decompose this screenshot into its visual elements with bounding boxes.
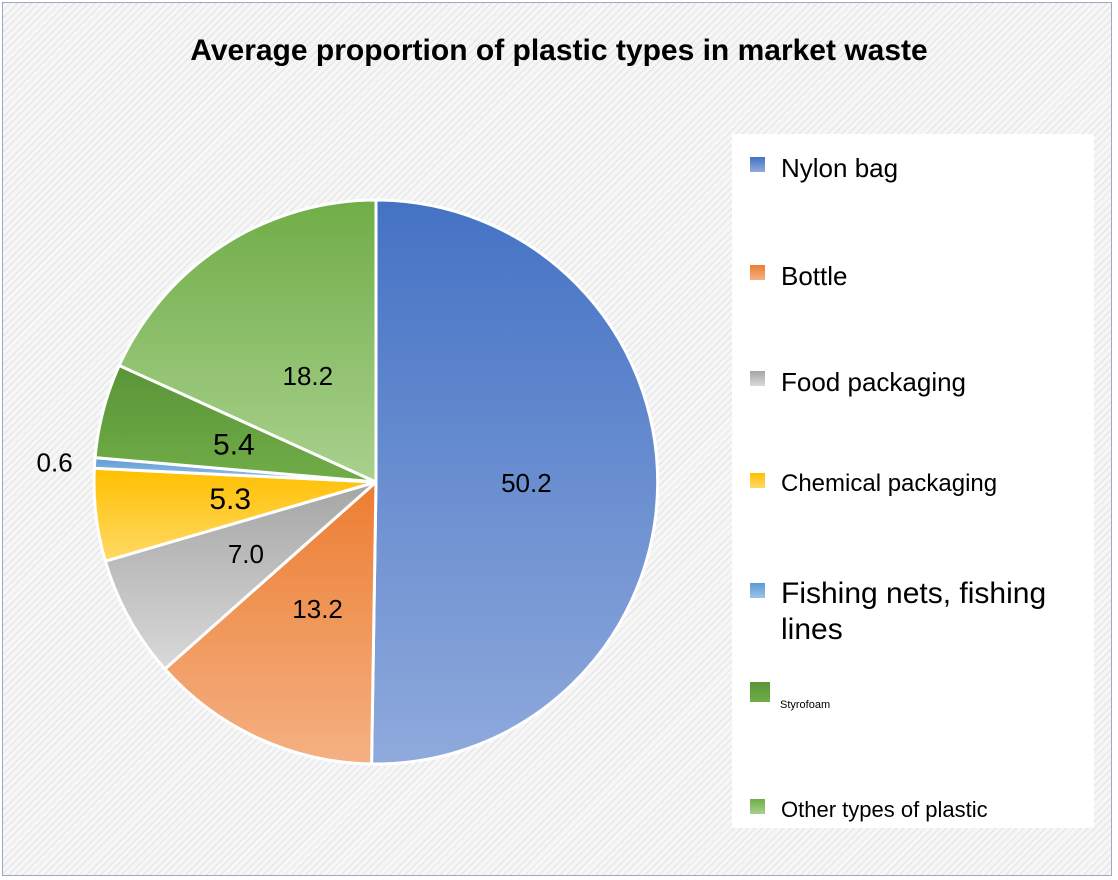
pie-data-label-7: 18.2 bbox=[282, 361, 333, 391]
pie-slice-7 bbox=[117, 198, 378, 485]
legend-item: Chemical packaging bbox=[750, 466, 1071, 502]
pie-data-label-2: 13.2 bbox=[292, 594, 343, 624]
legend-label: Food packaging bbox=[781, 367, 967, 397]
legend-item: Bottle bbox=[750, 258, 1071, 294]
pie-slice-1 bbox=[370, 198, 660, 766]
pie-data-label-1: 50.2 bbox=[501, 468, 552, 498]
legend-label: Fishing nets, fishing lines bbox=[781, 577, 1047, 646]
legend-swatch bbox=[750, 799, 765, 814]
legend-label: Other types of plastic bbox=[781, 797, 988, 822]
legend-swatch bbox=[750, 371, 765, 386]
pie-slice-2 bbox=[162, 478, 378, 766]
pie-data-label-5: 0.6 bbox=[37, 448, 73, 478]
legend-item: Other types of plastic bbox=[750, 792, 1071, 828]
pie-slice-3 bbox=[103, 480, 377, 672]
legend-swatch bbox=[750, 265, 765, 280]
legend-item: Food packaging bbox=[750, 364, 1071, 400]
legend-label: Bottle bbox=[781, 261, 848, 291]
legend-label: Styrofoam bbox=[780, 699, 831, 711]
legend-item: Styrofoam bbox=[750, 682, 1070, 712]
legend: Nylon bag Bottle Food packaging Chemical pa… bbox=[732, 134, 1094, 828]
legend-swatch bbox=[750, 583, 765, 598]
pie-data-label-6: 5.4 bbox=[213, 428, 255, 461]
legend-item: Fishing nets, fishing lines bbox=[750, 576, 1061, 648]
pie-data-label-4: 5.3 bbox=[209, 483, 251, 516]
pie-data-label-3: 7.0 bbox=[228, 539, 264, 569]
legend-label: Nylon bag bbox=[781, 153, 899, 183]
legend-swatch bbox=[750, 157, 765, 172]
chart-title: Average proportion of plastic types in m… bbox=[190, 34, 928, 67]
legend-item: Nylon bag bbox=[750, 150, 1071, 186]
legend-label: Chemical packaging bbox=[781, 470, 998, 497]
legend-swatch bbox=[750, 682, 770, 702]
legend-swatch bbox=[750, 473, 765, 488]
